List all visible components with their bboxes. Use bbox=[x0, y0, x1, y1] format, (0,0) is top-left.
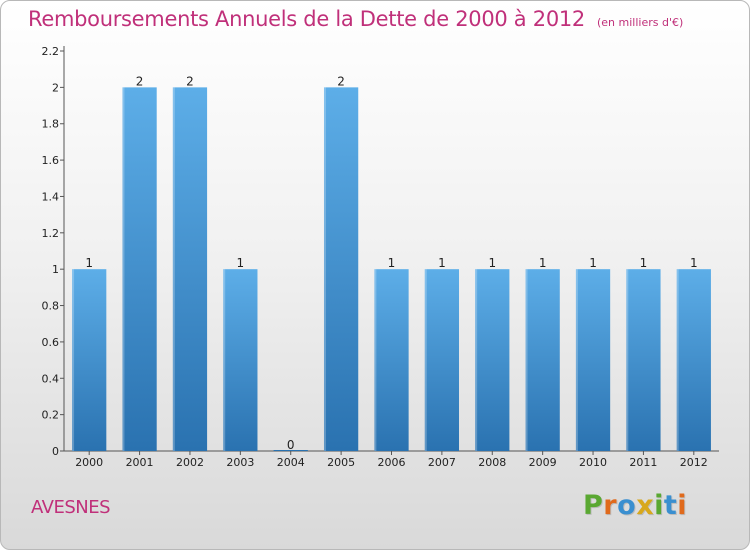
bar-highlight bbox=[626, 269, 629, 451]
data-label: 1 bbox=[85, 256, 93, 270]
chart-title-text: Remboursements Annuels de la Dette de 20… bbox=[28, 7, 585, 31]
bar bbox=[475, 269, 510, 451]
y-tick-label: 0.8 bbox=[42, 300, 60, 313]
x-tick-label: 2003 bbox=[226, 456, 254, 469]
x-tick-label: 2009 bbox=[529, 456, 557, 469]
chart-labels: 1 2000 2 2001 2 2002 1 2003 0 2004 2 2005 1 2006 1 2007… bbox=[75, 74, 708, 469]
y-tick-label: 0 bbox=[52, 445, 59, 458]
logo-letter: r bbox=[603, 490, 618, 521]
x-tick-label: 2010 bbox=[579, 456, 607, 469]
bar bbox=[323, 87, 359, 451]
bar-highlight bbox=[223, 269, 226, 451]
bar bbox=[172, 87, 208, 451]
bar bbox=[122, 87, 157, 451]
y-tick-label: 1.4 bbox=[42, 190, 60, 203]
x-tick-label: 2007 bbox=[428, 456, 456, 469]
data-label: 1 bbox=[237, 256, 245, 270]
data-label: 0 bbox=[287, 438, 295, 452]
bar-highlight bbox=[172, 87, 175, 451]
data-label: 1 bbox=[438, 256, 446, 270]
x-tick-label: 2004 bbox=[277, 456, 305, 469]
y-tick-label: 2.2 bbox=[42, 45, 60, 58]
y-tick-label: 1.2 bbox=[42, 227, 60, 240]
data-label: 1 bbox=[539, 256, 547, 270]
bar-highlight bbox=[575, 269, 578, 451]
y-tick-label: 0.2 bbox=[42, 409, 60, 422]
logo-letter: i bbox=[677, 490, 688, 521]
bar-highlight bbox=[72, 269, 75, 451]
data-label: 2 bbox=[337, 74, 345, 88]
logo-letter: P bbox=[583, 490, 604, 521]
data-label: 2 bbox=[136, 74, 144, 88]
bar-highlight bbox=[323, 87, 326, 451]
bar-highlight bbox=[525, 269, 528, 451]
data-label: 1 bbox=[388, 256, 396, 270]
chart-title: Remboursements Annuels de la Dette de 20… bbox=[28, 7, 683, 31]
bar bbox=[676, 269, 711, 451]
data-label: 2 bbox=[186, 74, 194, 88]
data-label: 1 bbox=[640, 256, 648, 270]
data-label: 1 bbox=[589, 256, 597, 270]
chart-bars bbox=[72, 87, 711, 451]
bar-highlight bbox=[122, 87, 125, 451]
bar bbox=[575, 269, 611, 451]
logo-letter: o bbox=[617, 490, 637, 521]
unit-label: (en milliers d'€) bbox=[597, 16, 684, 29]
data-label: 1 bbox=[690, 256, 698, 270]
bar bbox=[223, 269, 258, 451]
x-tick-label: 2006 bbox=[378, 456, 406, 469]
y-tick-label: 1.8 bbox=[42, 118, 60, 131]
x-tick-label: 2001 bbox=[126, 456, 154, 469]
x-tick-label: 2002 bbox=[176, 456, 204, 469]
proxiti-logo[interactable]: Proxiti bbox=[583, 490, 687, 521]
y-tick-label: 2 bbox=[52, 81, 59, 94]
logo-letter: t bbox=[663, 490, 678, 521]
x-tick-label: 2012 bbox=[680, 456, 708, 469]
x-tick-label: 2008 bbox=[478, 456, 506, 469]
town-name: AVESNES bbox=[31, 497, 111, 518]
chart-axes: 0 0.2 0.4 0.6 0.8 1 1.2 1.4 1.6 1.8 2 2.2 bbox=[42, 45, 719, 458]
logo-letter: i bbox=[654, 490, 664, 521]
bar-highlight bbox=[676, 269, 679, 451]
y-tick-label: 0.4 bbox=[42, 372, 60, 385]
bar bbox=[72, 269, 107, 451]
bar bbox=[626, 269, 661, 451]
bar-highlight bbox=[475, 269, 478, 451]
x-tick-label: 2000 bbox=[75, 456, 103, 469]
bar bbox=[273, 450, 308, 451]
y-tick-label: 0.6 bbox=[42, 336, 60, 349]
y-tick-label: 1 bbox=[52, 263, 59, 276]
bar bbox=[374, 269, 409, 451]
data-label: 1 bbox=[488, 256, 496, 270]
x-tick-label: 2011 bbox=[629, 456, 657, 469]
bar-highlight bbox=[424, 269, 427, 451]
logo-letter: x bbox=[636, 490, 655, 521]
bar bbox=[525, 269, 560, 451]
bar bbox=[424, 269, 460, 451]
bar-highlight bbox=[374, 269, 377, 451]
y-tick-label: 1.6 bbox=[42, 154, 60, 167]
x-tick-label: 2005 bbox=[327, 456, 355, 469]
